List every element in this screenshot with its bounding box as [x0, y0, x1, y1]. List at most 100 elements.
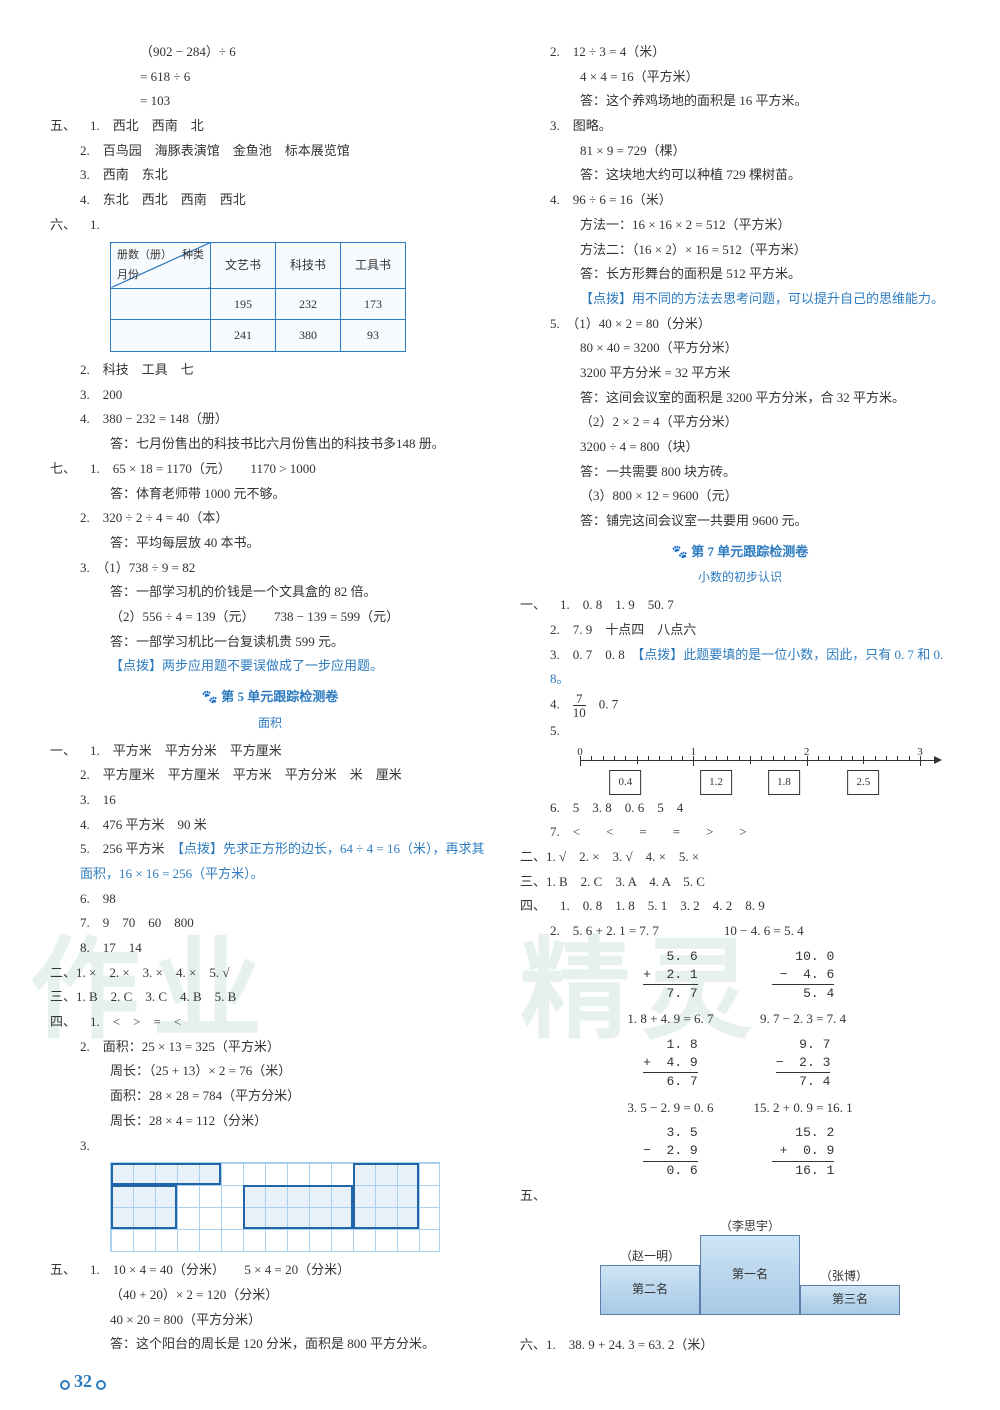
- line: 2. 320 ÷ 2 ÷ 4 = 40（本）: [50, 506, 490, 531]
- line: 3. 西南 东北: [50, 163, 490, 188]
- answer-line: 答：这个阳台的周长是 120 分米，面积是 800 平方分米。: [50, 1332, 490, 1357]
- line: 2. 12 ÷ 3 = 4（米）: [520, 40, 960, 65]
- line: 5. （1）40 × 2 = 80（分米）: [520, 312, 960, 337]
- u5s4: 四、1. < > = <: [50, 1010, 490, 1035]
- line: 周长：28 × 4 = 112（分米）: [50, 1109, 490, 1134]
- line: 80 × 40 = 3200（平方分米）: [520, 336, 960, 361]
- arith-col-1: 5. 6 + 2. 1 7. 71. 8 + 4. 9 = 6. 7 1. 8 …: [627, 948, 713, 1180]
- sec5: 五、1. 西北 西南 北: [50, 114, 490, 139]
- line: 5.: [520, 719, 960, 744]
- cell: 380: [276, 320, 341, 352]
- cell: [111, 320, 211, 352]
- u7s2: 二、1. √ 2. × 3. √ 4. × 5. ×: [520, 845, 960, 870]
- sec7: 七、1. 65 × 18 = 1170（元） 1170 > 1000: [50, 457, 490, 482]
- answer-line: 答：这块地大约可以种植 729 棵树苗。: [520, 163, 960, 188]
- u7s6: 六、1. 38. 9 + 24. 3 = 63. 2（米）: [520, 1333, 960, 1358]
- line: 2. 5. 6 + 2. 1 = 7. 7 10 − 4. 6 = 5. 4: [520, 919, 960, 944]
- col-head: 工具书: [341, 242, 406, 288]
- answer-line: 答：七月份售出的科技书比六月份售出的科技书多148 册。: [50, 432, 490, 457]
- row-label: 册数（册）: [117, 245, 172, 266]
- answer-line: 答：长方形舞台的面积是 512 平方米。: [520, 262, 960, 287]
- u7s4: 四、1. 0. 8 1. 8 5. 1 3. 2 4. 2 8. 9: [520, 894, 960, 919]
- sec6-head: 六、1.: [50, 213, 490, 238]
- line: 2. 科技 工具 七: [50, 358, 490, 383]
- number-line: 01230.41.21.82.5: [580, 748, 940, 794]
- answer-line: 答：平均每层放 40 本书。: [50, 531, 490, 556]
- line: 6. 98: [50, 887, 490, 912]
- unit5-sub: 面积: [50, 712, 490, 735]
- unit7-sub: 小数的初步认识: [520, 566, 960, 589]
- u5s3: 三、1. B 2. C 3. C 4. B 5. B: [50, 985, 490, 1010]
- line: 4. 东北 西北 西南 西北: [50, 188, 490, 213]
- line: 3.: [50, 1134, 490, 1159]
- book-table: 种类 月份 册数（册） 文艺书 科技书 工具书 195 232 173 241 …: [110, 242, 406, 353]
- page-layout: （902 − 284）÷ 6 = 618 ÷ 6 = 103 五、1. 西北 西…: [50, 40, 960, 1370]
- line: 4. 96 ÷ 6 = 16（米）: [520, 188, 960, 213]
- line: 40 × 20 = 800（平方分米）: [50, 1308, 490, 1333]
- unit7-header: 🐾 第 7 单元跟踪检测卷: [520, 540, 960, 565]
- cell: 195: [211, 288, 276, 320]
- line: 7. < < = = > >: [520, 820, 960, 845]
- answer-line: 答：体育老师带 1000 元不够。: [50, 482, 490, 507]
- line: 方法一：16 × 16 × 2 = 512（平方米）: [520, 213, 960, 238]
- line: （3）800 × 12 = 9600（元）: [520, 484, 960, 509]
- tip-line: 【点拨】用不同的方法去思考问题，可以提升自己的思维能力。: [520, 287, 960, 312]
- answer-line: 答：一部学习机比一台复读机贵 599 元。: [50, 630, 490, 655]
- line: 面积：28 × 28 = 784（平方分米）: [50, 1084, 490, 1109]
- grid-shapes: [110, 1162, 440, 1252]
- line: 周长：（25 + 13）× 2 = 76（米）: [50, 1059, 490, 1084]
- line: 81 × 9 = 729（棵）: [520, 139, 960, 164]
- line: 方法二：（16 × 2）× 16 = 512（平方米）: [520, 238, 960, 263]
- line: 3. （1）738 ÷ 9 = 82: [50, 556, 490, 581]
- line: 2. 7. 9 十点四 八点六: [520, 618, 960, 643]
- left-column: （902 − 284）÷ 6 = 618 ÷ 6 = 103 五、1. 西北 西…: [50, 40, 490, 1370]
- line: 2. 百鸟园 海豚表演馆 金鱼池 标本展览馆: [50, 139, 490, 164]
- diag-bot: 月份: [117, 265, 139, 286]
- answer-line: 答：一共需要 800 块方砖。: [520, 460, 960, 485]
- arith-col-2: 10. 0 − 4. 6 5. 49. 7 − 2. 3 = 7. 4 9. 7…: [754, 948, 853, 1180]
- line-frac: 4. 710 0. 7: [520, 692, 960, 719]
- u5s2: 二、1. × 2. × 3. × 4. × 5. √: [50, 961, 490, 986]
- line: 6. 5 3. 8 0. 6 5 4: [520, 796, 960, 821]
- answer-line: 答：这间会议室的面积是 3200 平方分米，合 32 平方米。: [520, 386, 960, 411]
- cell: 241: [211, 320, 276, 352]
- cell: 173: [341, 288, 406, 320]
- line: 4. 476 平方米 90 米: [50, 813, 490, 838]
- col-head: 科技书: [276, 242, 341, 288]
- cell: [111, 288, 211, 320]
- tip-line: 【点拨】两步应用题不要误做成了一步应用题。: [50, 654, 490, 679]
- line: （40 + 20）× 2 = 120（分米）: [50, 1283, 490, 1308]
- line: 2. 平方厘米 平方厘米 平方米 平方分米 米 厘米: [50, 763, 490, 788]
- col-head: 文艺书: [211, 242, 276, 288]
- cell: 93: [341, 320, 406, 352]
- arith-columns: 5. 6 + 2. 1 7. 71. 8 + 4. 9 = 6. 7 1. 8 …: [520, 948, 960, 1180]
- line: 5. 256 平方米 【点拨】先求正方形的边长，64 ÷ 4 = 16（米），再…: [50, 837, 490, 886]
- line: 4. 380 − 232 = 148（册）: [50, 407, 490, 432]
- line: 3. 16: [50, 788, 490, 813]
- answer-line: 答：铺完这间会议室一共要用 9600 元。: [520, 509, 960, 534]
- line: 4 × 4 = 16（平方米）: [520, 65, 960, 90]
- line: 8. 17 14: [50, 936, 490, 961]
- line: （2）2 × 2 = 4（平方分米）: [520, 410, 960, 435]
- cell: 232: [276, 288, 341, 320]
- u7s5: 五、: [520, 1184, 960, 1209]
- line: 3. 200: [50, 383, 490, 408]
- line: 2. 面积：25 × 13 = 325（平方米）: [50, 1035, 490, 1060]
- line: 3. 图略。: [520, 114, 960, 139]
- unit5-header: 🐾 第 5 单元跟踪检测卷: [50, 685, 490, 710]
- u7s3: 三、1. B 2. C 3. A 4. A 5. C: [520, 870, 960, 895]
- line: 7. 9 70 60 800: [50, 911, 490, 936]
- answer-line: 答：这个养鸡场地的面积是 16 平方米。: [520, 89, 960, 114]
- u5s1: 一、1. 平方米 平方分米 平方厘米: [50, 739, 490, 764]
- u5s5: 五、1. 10 × 4 = 40（分米） 5 × 4 = 20（分米）: [50, 1258, 490, 1283]
- calc-line: = 618 ÷ 6: [50, 65, 490, 90]
- answer-line: 答：一部学习机的价钱是一个文具盒的 82 倍。: [50, 580, 490, 605]
- page-number: 32: [60, 1371, 106, 1392]
- line: 3. 0. 7 0. 8 【点拨】此题要填的是一位小数，因此，只有 0. 7 和…: [520, 643, 960, 692]
- calc-line: （902 − 284）÷ 6: [50, 40, 490, 65]
- right-column: 2. 12 ÷ 3 = 4（米） 4 × 4 = 16（平方米） 答：这个养鸡场…: [520, 40, 960, 1370]
- calc-line: = 103: [50, 89, 490, 114]
- u7s1: 一、1. 0. 8 1. 9 50. 7: [520, 593, 960, 618]
- podium: （赵一明） （李思宇） （张博） 第二名 第一名 第三名: [580, 1215, 900, 1325]
- line: 3200 ÷ 4 = 800（块）: [520, 435, 960, 460]
